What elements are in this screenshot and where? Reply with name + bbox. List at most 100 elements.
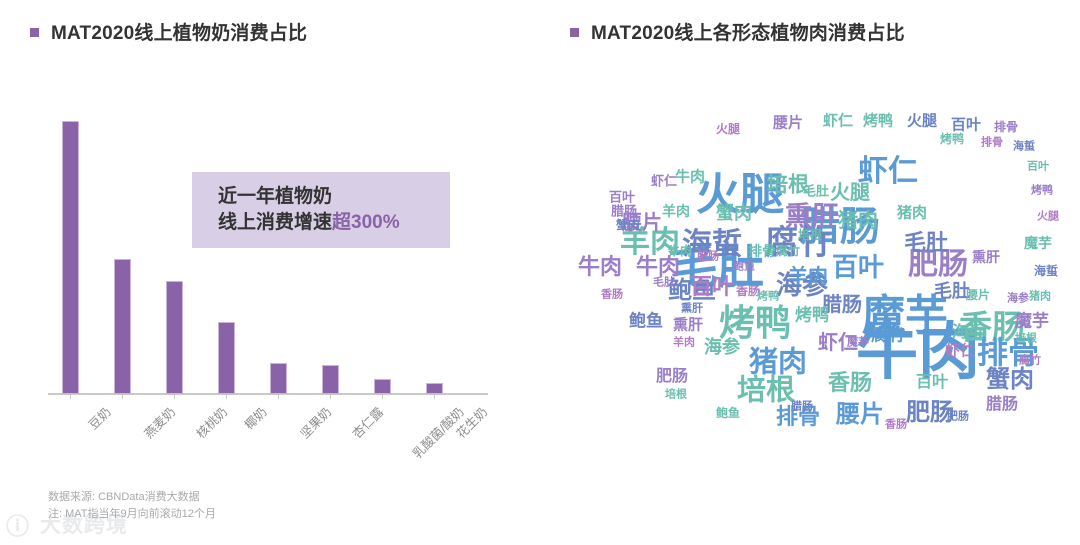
word-cloud-term: 海蜇 (682, 228, 742, 261)
bar-坚果奶 (269, 362, 287, 394)
word-cloud-term: 熏肝 (681, 302, 703, 315)
word-cloud-term: 腐竹 (765, 223, 831, 261)
word-cloud-term: 鲍鱼 (629, 311, 663, 331)
word-cloud-term: 腰片 (622, 212, 662, 234)
x-axis-label-坚果奶: 坚果奶 (297, 404, 335, 442)
word-cloud-term: 香肠 (827, 370, 873, 395)
word-cloud-term: 海参 (775, 270, 829, 300)
word-cloud-term: 腊肠 (985, 396, 1019, 413)
right-panel-heading: MAT2020线上各形态植物肉消费占比 (570, 18, 905, 45)
word-cloud-term: 海蜇 (1013, 140, 1035, 153)
x-axis-label-燕麦奶: 燕麦奶 (141, 404, 179, 442)
x-axis-label-椰奶: 椰奶 (242, 404, 270, 433)
page-title-right: MAT2020线上各形态植物肉消费占比 (591, 23, 905, 44)
word-cloud-term: 熏肝 (972, 249, 1000, 265)
word-cloud-term: 腊肠 (610, 203, 638, 219)
word-cloud-term: 腊肠 (822, 294, 862, 316)
word-cloud-term: 蟹肉 (615, 218, 641, 232)
x-tick (174, 395, 175, 399)
word-cloud-term: 鲍鱼 (715, 406, 741, 420)
word-cloud-term: 排骨 (748, 243, 776, 259)
word-cloud-term: 烤鸭 (795, 305, 829, 325)
word-cloud-term: 培根 (797, 228, 823, 242)
bar-乳酸菌/酸奶 (373, 379, 391, 394)
word-cloud-term: 虾仁 (818, 332, 858, 354)
word-cloud-term: 毛肚 (653, 276, 675, 289)
word-cloud-term: 虾仁 (650, 173, 678, 189)
word-cloud-term: 腊肠 (800, 205, 880, 249)
word-cloud-term: 培根 (767, 173, 809, 197)
word-cloud-term: 虾仁 (858, 155, 918, 188)
word-cloud-term: 虾仁 (822, 112, 854, 130)
word-cloud-term: 魔芋 (1015, 311, 1049, 331)
bar-燕麦奶 (113, 258, 131, 394)
x-tick (70, 395, 71, 399)
word-cloud-term: 牛肉 (635, 254, 681, 279)
word-cloud-term: 排骨 (775, 404, 821, 429)
square-bullet-icon (570, 28, 579, 37)
bar-核桃奶 (165, 280, 183, 394)
word-cloud-term: 毛肚 (934, 281, 970, 301)
word-cloud-term: 虾仁 (944, 342, 976, 360)
x-tick (122, 395, 123, 399)
footnote-left-source: 数据来源: CBNData消费大数据 (48, 491, 200, 503)
chart-plot-area (48, 120, 488, 399)
word-cloud-term: 百叶 (915, 374, 949, 391)
word-cloud-term: 培根 (1015, 332, 1037, 345)
bar-椰奶 (217, 321, 235, 394)
word-cloud-term: 肥肠 (947, 410, 969, 423)
x-axis-labels: 豆奶 燕麦奶 核桃奶 椰奶 坚果奶 杏仁露 乳酸菌/酸奶 花生奶 (48, 398, 508, 488)
word-cloud-term: 魔芋 (1024, 235, 1052, 251)
bar-花生奶 (425, 383, 443, 394)
word-cloud-term: 海蜇 (951, 324, 985, 341)
x-tick (330, 395, 331, 399)
square-bullet-icon (30, 28, 39, 37)
word-cloud-term: 羊肉 (620, 226, 680, 259)
word-cloud-term: 腊肠 (791, 400, 813, 413)
word-cloud-term: 火腿 (1037, 210, 1059, 223)
word-cloud-term: 海参 (704, 337, 740, 357)
x-tick (434, 395, 435, 399)
word-cloud-term: 烤鸭 (757, 290, 779, 303)
word-cloud-term: 培根 (736, 374, 796, 407)
x-tick (226, 395, 227, 399)
callout-line-1: 近一年植物奶 (218, 186, 333, 207)
word-cloud-term: 排骨 (993, 120, 1019, 134)
word-cloud-term: 猪肉 (838, 210, 878, 232)
word-cloud-term: 腐竹 (871, 325, 905, 345)
bar-豆奶 (61, 121, 79, 394)
x-axis-label-杏仁露: 杏仁露 (349, 404, 387, 442)
word-cloud-term: 排骨 (981, 136, 1003, 149)
word-cloud-term: 腰片 (965, 288, 991, 302)
word-cloud-term: 熏肝 (672, 316, 704, 334)
footnote-left: 数据来源: CBNData消费大数据 注: MAT指当年9月向前滚动12个月 (48, 489, 216, 523)
word-cloud-term: 烤鸭 (1031, 184, 1053, 197)
word-cloud-term: 火腿 (906, 112, 938, 130)
page-title-left: MAT2020线上植物奶消费占比 (51, 23, 308, 44)
left-panel-heading: MAT2020线上植物奶消费占比 (30, 18, 307, 45)
x-tick (382, 395, 383, 399)
word-cloud-term: 香肠 (601, 288, 623, 301)
word-cloud-term: 火腿 (696, 170, 784, 219)
word-cloud-term: 烤鸭 (718, 302, 792, 343)
x-tick (278, 395, 279, 399)
word-cloud-term: 百叶 (950, 116, 982, 134)
watermark-logo-icon: ⓘ (6, 513, 29, 539)
word-cloud-term: 烤鸭 (939, 132, 965, 146)
word-cloud-term: 鲍鱼 (668, 277, 716, 304)
word-cloud-term: 百叶 (831, 252, 885, 282)
x-axis-label-核桃奶: 核桃奶 (193, 404, 231, 442)
word-cloud-term: 百叶 (689, 274, 735, 299)
word-cloud-term: 毛肚 (903, 230, 949, 255)
callout-line-2-prefix: 线上消费增速 (218, 212, 333, 234)
word-cloud-term: 羊肉 (788, 266, 828, 288)
word-cloud-term: 猪肉 (1029, 290, 1051, 303)
word-cloud-term: 肥肠 (906, 399, 954, 426)
right-panel: MAT2020线上各形态植物肉消费占比 牛肉 毛肚 火腿 魔芋 腊肠 烤鸭 腐竹 香肠 排骨 肥肠… (540, 0, 1080, 545)
callout-highlight: 超300% (332, 212, 400, 234)
plant-milk-bar-chart: 豆奶 燕麦奶 核桃奶 椰奶 坚果奶 杏仁露 乳酸菌/酸奶 花生奶 (48, 120, 490, 461)
word-cloud-term: 培根 (665, 388, 687, 401)
word-cloud-term: 香肠 (735, 284, 761, 298)
word-cloud-term: 腐竹 (775, 244, 801, 258)
